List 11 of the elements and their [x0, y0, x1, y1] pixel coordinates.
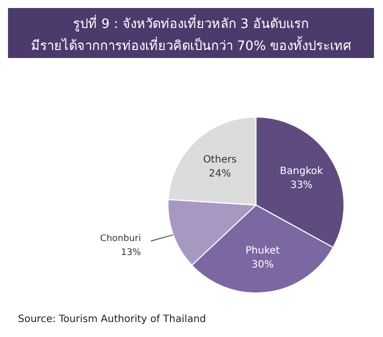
data-label: 33% — [290, 180, 313, 192]
data-label: 24% — [208, 168, 231, 180]
data-label: 30% — [252, 259, 274, 270]
source-note: Source: Tourism Authority of Thailand — [18, 314, 206, 325]
chart-title: รูปที่ 9 : จังหวัดท่องเที่ยวหลัก 3 อันดับแรก — [73, 15, 309, 32]
slice-label: Phuket — [246, 245, 280, 256]
slice-label: Bangkok — [280, 166, 324, 178]
slice-label: Others — [203, 154, 237, 166]
slice-label: Chonburi — [100, 234, 141, 244]
data-label: 13% — [120, 248, 142, 258]
chart-subtitle: มีรายได้จากการท่องเที่ยวคิดเป็นกว่า 70% ของทั้งประเทศ — [30, 36, 352, 54]
